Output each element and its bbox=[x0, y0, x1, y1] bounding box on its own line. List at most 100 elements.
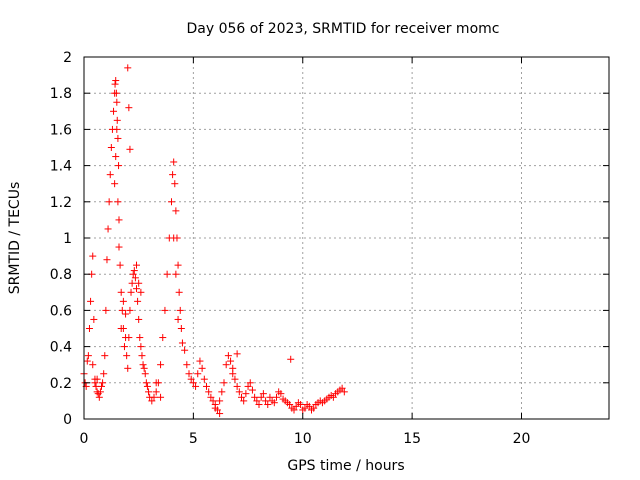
data-point bbox=[120, 343, 128, 351]
data-point bbox=[95, 393, 103, 401]
data-points bbox=[80, 64, 348, 418]
x-axis-ticks: 0 5 10 15 20 bbox=[80, 57, 530, 447]
data-point bbox=[273, 393, 280, 401]
data-point bbox=[90, 315, 98, 323]
data-point bbox=[115, 243, 123, 251]
data-point bbox=[222, 361, 230, 369]
data-point bbox=[246, 379, 254, 387]
data-point bbox=[240, 397, 248, 405]
y-tick-label: 0.4 bbox=[50, 340, 72, 356]
data-point bbox=[229, 370, 237, 378]
x-axis-label: GPS time / hours bbox=[287, 458, 404, 474]
data-point bbox=[178, 339, 186, 347]
data-point bbox=[259, 390, 267, 398]
data-point bbox=[111, 180, 119, 188]
data-point bbox=[176, 306, 184, 314]
data-point bbox=[270, 399, 278, 407]
grid-lines bbox=[84, 57, 609, 419]
data-point bbox=[233, 350, 241, 358]
y-tick-label: 0.8 bbox=[50, 267, 72, 283]
data-point bbox=[262, 397, 270, 405]
data-point bbox=[211, 404, 219, 412]
data-point bbox=[248, 386, 256, 394]
data-point bbox=[123, 352, 131, 360]
data-point bbox=[87, 297, 95, 305]
y-tick-label: 1.8 bbox=[50, 86, 72, 102]
data-point bbox=[297, 401, 305, 409]
data-point bbox=[124, 364, 132, 372]
y-tick-label: 1.4 bbox=[50, 159, 72, 175]
data-point bbox=[177, 325, 185, 332]
y-tick-label: 2 bbox=[63, 50, 72, 66]
data-point bbox=[171, 180, 179, 188]
data-point bbox=[174, 261, 182, 269]
data-point bbox=[135, 279, 143, 287]
data-point bbox=[220, 379, 228, 387]
data-point bbox=[152, 388, 160, 396]
y-tick-label: 1 bbox=[63, 231, 72, 247]
data-point bbox=[150, 393, 158, 401]
data-point bbox=[105, 198, 113, 206]
data-point bbox=[145, 388, 153, 396]
data-point bbox=[310, 404, 318, 412]
data-point bbox=[126, 306, 134, 314]
data-point bbox=[257, 393, 265, 401]
data-point bbox=[96, 388, 104, 396]
y-axis-ticks: 0 0.2 0.4 0.6 0.8 1 1.2 1.4 1.6 1.8 2 bbox=[50, 50, 609, 428]
data-point bbox=[114, 198, 122, 206]
data-point bbox=[137, 288, 145, 296]
data-point bbox=[338, 384, 346, 392]
data-point bbox=[102, 306, 110, 314]
data-point bbox=[115, 216, 123, 224]
y-tick-label: 0.6 bbox=[50, 303, 72, 319]
data-point bbox=[119, 297, 127, 305]
data-point bbox=[216, 397, 224, 405]
data-point bbox=[89, 361, 97, 369]
data-point bbox=[122, 310, 130, 318]
x-tick-label: 0 bbox=[80, 431, 89, 447]
data-point bbox=[233, 382, 241, 390]
data-point bbox=[113, 116, 121, 124]
data-point bbox=[110, 107, 118, 115]
y-tick-label: 0.2 bbox=[50, 376, 72, 392]
data-point bbox=[200, 375, 208, 383]
data-point bbox=[253, 397, 261, 405]
x-tick-label: 10 bbox=[294, 431, 312, 447]
data-point bbox=[98, 382, 105, 390]
data-point bbox=[126, 145, 134, 153]
y-tick-label: 1.2 bbox=[50, 195, 72, 211]
data-point bbox=[101, 352, 109, 360]
data-point bbox=[198, 364, 206, 372]
data-point bbox=[104, 225, 112, 233]
data-point bbox=[174, 315, 182, 323]
data-point bbox=[181, 346, 189, 354]
data-point bbox=[140, 364, 148, 372]
data-point bbox=[183, 361, 191, 369]
data-point bbox=[112, 153, 120, 161]
data-point bbox=[192, 382, 200, 390]
data-point bbox=[203, 382, 210, 390]
data-point bbox=[131, 274, 139, 282]
data-point bbox=[207, 393, 215, 401]
data-point bbox=[266, 393, 274, 401]
data-point bbox=[242, 390, 250, 398]
data-point bbox=[113, 125, 121, 133]
data-point bbox=[83, 357, 91, 365]
data-point bbox=[124, 64, 132, 72]
data-point bbox=[340, 388, 348, 396]
data-point bbox=[100, 370, 108, 378]
data-point bbox=[231, 375, 239, 383]
data-point bbox=[209, 397, 217, 405]
data-point bbox=[157, 393, 165, 401]
data-point bbox=[91, 379, 99, 387]
data-point bbox=[159, 334, 167, 342]
data-point bbox=[148, 397, 156, 405]
data-point bbox=[84, 352, 92, 360]
data-point bbox=[172, 270, 180, 278]
data-point bbox=[117, 325, 125, 332]
data-point bbox=[170, 158, 178, 166]
data-point bbox=[130, 267, 138, 275]
data-point bbox=[161, 306, 169, 314]
data-point bbox=[112, 89, 120, 97]
